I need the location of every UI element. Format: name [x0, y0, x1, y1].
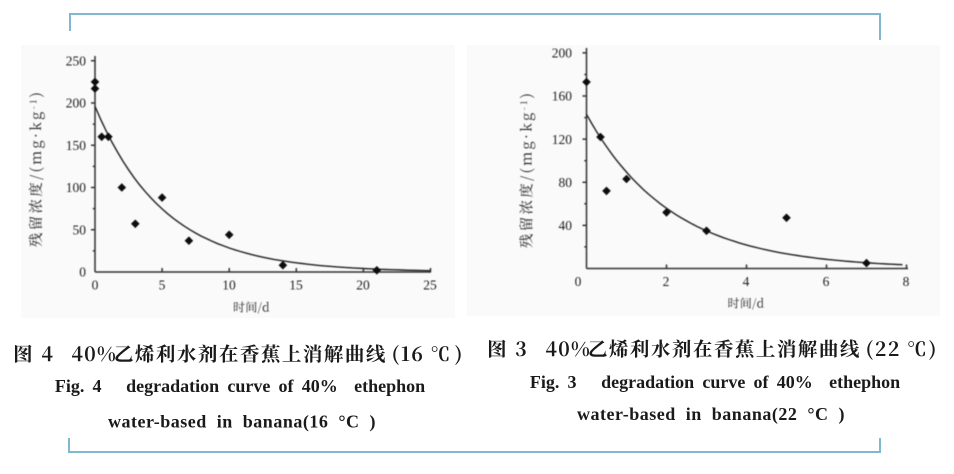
svg-text:150: 150: [66, 138, 87, 153]
svg-text:200: 200: [552, 46, 573, 61]
svg-text:120: 120: [552, 132, 573, 147]
svg-text:100: 100: [66, 180, 87, 195]
svg-text:10: 10: [222, 278, 236, 293]
svg-text:2: 2: [663, 274, 670, 289]
svg-text:160: 160: [552, 89, 573, 104]
svg-text:15: 15: [289, 278, 303, 293]
svg-text:0: 0: [92, 278, 99, 293]
svg-text:250: 250: [66, 54, 87, 69]
svg-text:0: 0: [79, 265, 86, 280]
svg-text:80: 80: [559, 175, 573, 190]
svg-text:8: 8: [903, 274, 910, 289]
svg-text:water-based in banana(22 °C ): water-based in banana(22 °C ): [577, 404, 845, 425]
svg-text:4: 4: [743, 274, 750, 289]
svg-text:Fig. 3 degradation curve of: Fig. 3 degradation curve of 40% ethephon: [530, 372, 900, 392]
svg-text:Fig. 4 degradation curve of: Fig. 4 degradation curve of 40% ethephon: [55, 376, 425, 396]
svg-text:0: 0: [575, 274, 582, 289]
svg-text:200: 200: [66, 96, 87, 111]
svg-text:50: 50: [73, 222, 87, 237]
svg-text:20: 20: [356, 278, 370, 293]
svg-text:25: 25: [423, 278, 437, 293]
svg-text:5: 5: [159, 278, 166, 293]
svg-text:water-based in banana(16 °C ): water-based in banana(16 °C ): [108, 412, 376, 433]
svg-text:6: 6: [823, 274, 830, 289]
svg-text:40: 40: [559, 218, 573, 233]
